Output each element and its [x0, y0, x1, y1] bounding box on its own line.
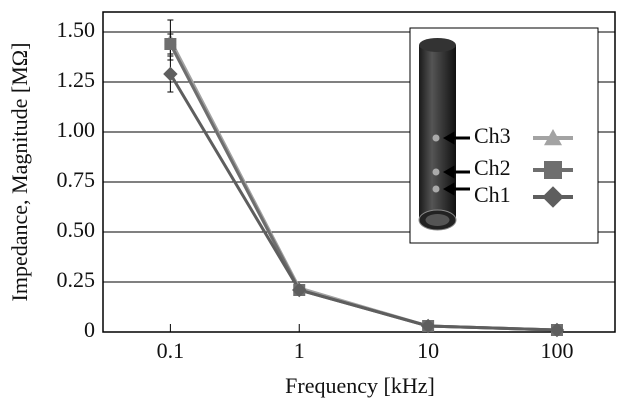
y-tick-label: 0.75	[57, 167, 96, 192]
y-tick-label: 1.50	[57, 17, 96, 42]
marker	[163, 66, 178, 82]
electrode-hole	[425, 214, 450, 226]
y-tick-label: 0.25	[57, 267, 96, 292]
marker	[164, 38, 177, 50]
x-tick-label: 10	[417, 338, 439, 363]
electrode-body	[419, 45, 456, 220]
legend-label: Ch1	[474, 182, 511, 207]
marker	[542, 186, 564, 208]
contact-dot	[432, 185, 440, 193]
legend	[409, 27, 599, 244]
legend-label: Ch2	[474, 155, 511, 180]
series-line	[169, 73, 558, 332]
marker	[292, 282, 307, 298]
y-tick-label: 1.25	[57, 67, 96, 92]
contact-dot	[432, 134, 440, 142]
marker	[549, 322, 565, 338]
x-tick-label: 0.1	[157, 338, 185, 363]
y-tick-label: 0	[84, 317, 95, 342]
series	[163, 19, 565, 338]
arrows	[442, 131, 470, 196]
electrode-top	[419, 38, 456, 52]
legend-label: Ch3	[474, 123, 511, 148]
y-axis-label: Impedance, Magnitude [MΩ]	[7, 43, 32, 302]
marker	[544, 129, 562, 146]
marker	[544, 161, 562, 179]
marker	[420, 318, 436, 334]
x-tick-label: 1	[294, 338, 305, 363]
x-tick-label: 100	[540, 338, 573, 363]
y-tick-label: 0.50	[57, 217, 96, 242]
contact-dot	[432, 168, 440, 176]
x-axis-label: Frequency [kHz]	[285, 373, 435, 398]
y-tick-label: 1.00	[57, 117, 96, 142]
